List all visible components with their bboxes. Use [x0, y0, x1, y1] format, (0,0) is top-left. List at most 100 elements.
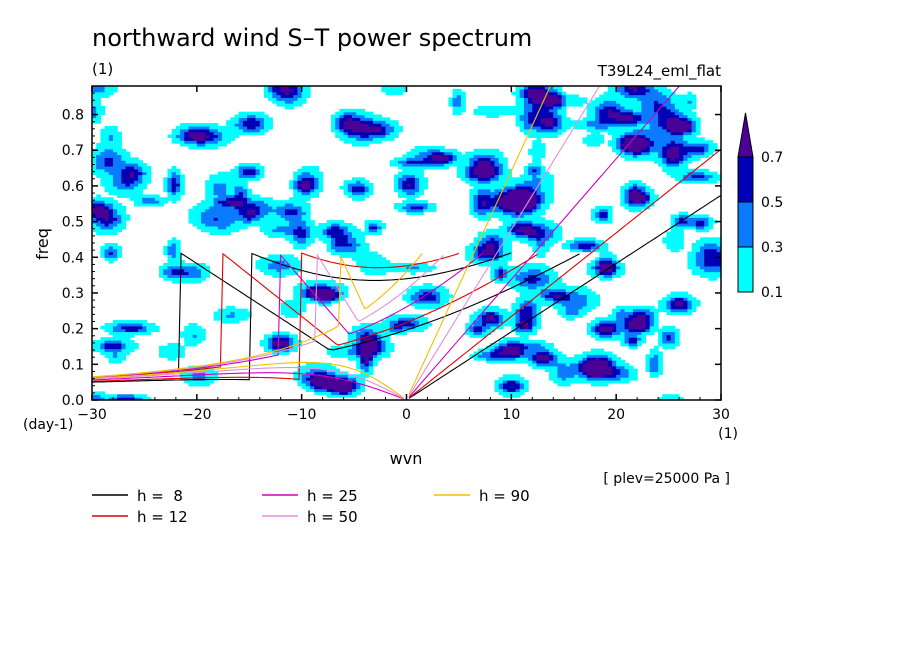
- power-cell: [523, 88, 529, 93]
- power-cell: [486, 245, 491, 250]
- power-cell: [343, 231, 349, 236]
- power-cell: [481, 325, 487, 330]
- power-cell: [230, 120, 236, 124]
- power-cell: [507, 223, 512, 227]
- power-cell: [398, 317, 403, 321]
- power-cell: [322, 388, 328, 393]
- power-cell: [372, 340, 378, 344]
- power-cell: [255, 131, 261, 136]
- power-cell: [402, 331, 408, 335]
- power-cell: [92, 217, 97, 221]
- power-cell: [192, 280, 198, 284]
- power-cell: [259, 223, 265, 227]
- power-cell: [419, 294, 424, 298]
- power-cell: [356, 137, 361, 141]
- power-cell: [360, 331, 366, 335]
- power-cell: [561, 294, 567, 298]
- power-cell: [301, 214, 307, 218]
- power-cell: [221, 134, 227, 138]
- power-cell: [481, 251, 487, 256]
- power-cell: [519, 351, 525, 355]
- power-cell: [242, 171, 248, 176]
- power-cell: [381, 345, 387, 350]
- power-cell: [595, 248, 600, 253]
- power-cell: [591, 265, 596, 270]
- power-cell: [284, 225, 290, 230]
- power-cell: [360, 354, 366, 358]
- power-cell: [129, 160, 135, 164]
- power-cell: [100, 94, 106, 99]
- power-cell: [427, 268, 433, 273]
- power-cell: [108, 211, 114, 216]
- power-cell: [461, 174, 466, 178]
- power-cell: [326, 374, 332, 378]
- power-cell: [498, 251, 504, 256]
- power-cell: [188, 220, 194, 224]
- power-cell: [331, 128, 336, 133]
- power-cell: [398, 174, 403, 178]
- power-cell: [427, 305, 433, 310]
- power-cell: [473, 325, 479, 330]
- power-cell: [591, 300, 596, 304]
- power-cell: [540, 171, 546, 176]
- power-cell: [515, 300, 521, 304]
- power-cell: [171, 134, 177, 138]
- power-cell: [498, 342, 504, 347]
- power-cell: [410, 294, 416, 298]
- power-cell: [217, 208, 223, 213]
- power-cell: [595, 297, 600, 301]
- power-cell: [322, 240, 328, 244]
- power-cell: [519, 125, 525, 130]
- power-cell: [326, 365, 332, 370]
- power-cell: [595, 108, 600, 113]
- power-cell: [544, 302, 550, 307]
- power-cell: [477, 188, 483, 193]
- power-cell: [498, 180, 504, 184]
- power-cell: [582, 354, 588, 358]
- power-cell: [263, 123, 269, 127]
- power-cell: [423, 285, 429, 290]
- power-cell: [297, 208, 303, 213]
- power-cell: [364, 325, 370, 330]
- power-cell: [96, 340, 101, 344]
- power-cell: [523, 114, 529, 118]
- power-cell: [293, 183, 299, 187]
- power-cell: [129, 174, 135, 178]
- power-cell: [402, 185, 408, 190]
- power-cell: [196, 380, 202, 384]
- power-cell: [553, 291, 559, 295]
- power-cell: [406, 322, 412, 327]
- power-cell: [536, 100, 542, 104]
- power-cell: [410, 211, 416, 216]
- power-cell: [251, 163, 257, 167]
- power-cell: [213, 374, 219, 378]
- power-cell: [523, 125, 529, 130]
- power-cell: [230, 205, 236, 210]
- power-cell: [347, 123, 353, 127]
- power-cell: [100, 203, 106, 207]
- power-cell: [284, 340, 290, 344]
- power-cell: [410, 177, 416, 181]
- power-cell: [138, 331, 143, 335]
- power-cell: [196, 223, 202, 227]
- power-cell: [532, 111, 538, 116]
- power-cell: [305, 203, 311, 207]
- power-cell: [540, 282, 546, 287]
- power-cell: [528, 111, 533, 116]
- power-cell: [184, 262, 190, 267]
- power-cell: [322, 371, 328, 375]
- power-cell: [544, 360, 550, 364]
- power-cell: [293, 234, 299, 238]
- power-cell: [456, 174, 462, 178]
- power-cell: [351, 325, 357, 330]
- power-cell: [414, 160, 420, 164]
- power-cell: [498, 382, 504, 387]
- power-cell: [305, 220, 311, 224]
- power-cell: [96, 160, 101, 164]
- power-cell: [532, 231, 538, 236]
- power-cell: [347, 382, 353, 387]
- power-cell: [96, 145, 101, 150]
- power-cell: [448, 163, 454, 167]
- power-cell: [372, 345, 378, 350]
- power-cell: [368, 140, 374, 144]
